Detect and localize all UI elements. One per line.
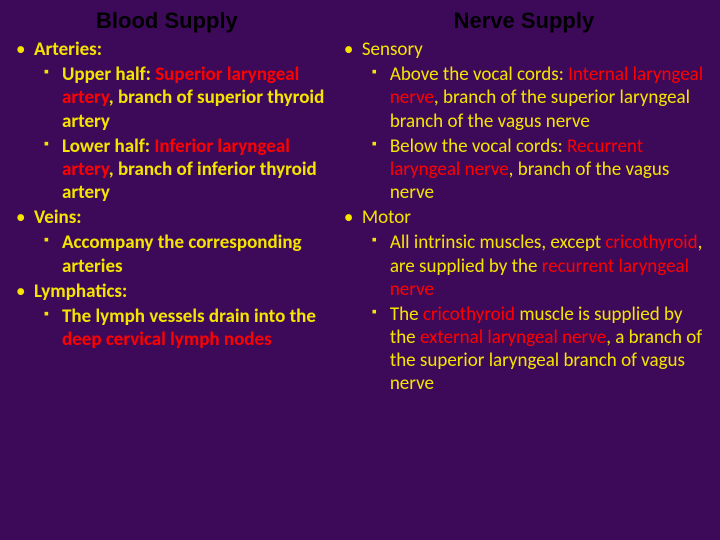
left-list: Arteries:Upper half: Superior laryngeal … (8, 38, 326, 353)
body-text: Upper half: (62, 63, 155, 86)
right-list: SensoryAbove the vocal cords: Internal l… (336, 38, 712, 398)
body-text: All intrinsic muscles, except (390, 231, 606, 254)
sub-list-item: Upper half: Superior laryngeal artery, b… (44, 63, 326, 133)
body-text: The (390, 303, 423, 326)
sub-list-item: Below the vocal cords: Recurrent larynge… (372, 135, 712, 205)
list-item-label: Sensory (362, 38, 423, 61)
highlight-text: cricothyroid (605, 231, 697, 254)
sub-list-item: All intrinsic muscles, except cricothyro… (372, 231, 712, 301)
body-text: Below the vocal cords: (390, 135, 567, 158)
body-text: Above the vocal cords: (390, 63, 568, 86)
list-item: MotorAll intrinsic muscles, except crico… (344, 206, 712, 395)
sub-list: The lymph vessels drain into the deep ce… (34, 305, 326, 351)
right-column: Nerve Supply SensoryAbove the vocal cord… (332, 6, 712, 530)
sub-list: Accompany the corresponding arteries (34, 231, 326, 277)
body-text: The lymph vessels drain into the (62, 305, 316, 328)
sub-list-item: Lower half: Inferior laryngeal artery, b… (44, 135, 326, 205)
sub-list-item: Accompany the corresponding arteries (44, 231, 326, 277)
list-item-label: Veins: (34, 206, 82, 229)
sub-list: All intrinsic muscles, except cricothyro… (362, 231, 712, 395)
body-text: Accompany the corresponding arteries (62, 231, 302, 277)
list-item: SensoryAbove the vocal cords: Internal l… (344, 38, 712, 204)
sub-list-item: The cricothyroid muscle is supplied by t… (372, 303, 712, 396)
sub-list: Upper half: Superior laryngeal artery, b… (34, 63, 326, 204)
sub-list-item: Above the vocal cords: Internal laryngea… (372, 63, 712, 133)
highlight-text: cricothyroid (423, 303, 515, 326)
list-item-label: Lymphatics: (34, 280, 127, 303)
highlight-text: external laryngeal nerve (420, 326, 606, 349)
body-text: , branch of the superior laryngeal branc… (390, 86, 690, 132)
left-heading: Blood Supply (8, 8, 326, 34)
list-item-label: Arteries: (34, 38, 102, 61)
highlight-text: deep cervical lymph nodes (62, 328, 272, 351)
right-heading: Nerve Supply (336, 8, 712, 34)
list-item: Lymphatics:The lymph vessels drain into … (16, 280, 326, 352)
sub-list: Above the vocal cords: Internal laryngea… (362, 63, 712, 204)
left-column: Blood Supply Arteries:Upper half: Superi… (8, 6, 332, 530)
sub-list-item: The lymph vessels drain into the deep ce… (44, 305, 326, 351)
slide: Blood Supply Arteries:Upper half: Superi… (0, 0, 720, 540)
list-item: Veins:Accompany the corresponding arteri… (16, 206, 326, 278)
list-item: Arteries:Upper half: Superior laryngeal … (16, 38, 326, 204)
list-item-label: Motor (362, 206, 411, 229)
body-text: Lower half: (62, 135, 154, 158)
